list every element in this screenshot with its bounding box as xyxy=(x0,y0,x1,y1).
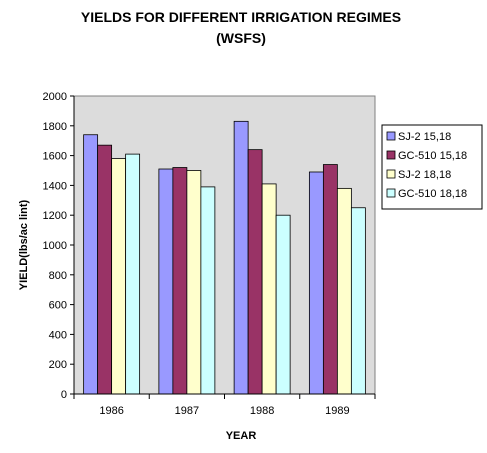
x-tick-label: 1988 xyxy=(250,405,274,417)
legend-swatch xyxy=(386,150,396,160)
bar-1987-2 xyxy=(172,167,188,395)
bar-1989-2 xyxy=(322,164,338,395)
y-tick-label: 1400 xyxy=(43,180,67,192)
legend-label: GC-510 15,18 xyxy=(398,150,467,162)
y-tick-label: 1000 xyxy=(43,240,67,252)
bar-1987-1 xyxy=(158,168,174,395)
y-tick-label: 400 xyxy=(49,329,67,341)
bar-1988-4 xyxy=(275,214,291,395)
chart-title: YIELDS FOR DIFFERENT IRRIGATION REGIMES xyxy=(81,9,401,25)
y-tick-label: 1600 xyxy=(43,151,67,163)
legend-swatch xyxy=(386,131,396,141)
legend-label: SJ-2 18,18 xyxy=(398,169,451,181)
legend-box xyxy=(381,124,483,210)
legend: SJ-2 15,18 GC-510 15,18 SJ-2 18,18 GC-510 1… xyxy=(381,124,483,210)
y-tick-label: 2000 xyxy=(43,91,67,103)
bar-1986-2 xyxy=(97,144,113,395)
bar-1989-1 xyxy=(308,171,324,395)
chart-subtitle: (WSFS) xyxy=(216,30,266,46)
bar-1987-4 xyxy=(200,186,216,395)
bar-1987-3 xyxy=(186,170,202,395)
bar-1988-3 xyxy=(261,183,277,395)
y-axis-ticks: 0 200 400 600 800 1000 1200 1400 1600 1800 2000 xyxy=(43,91,74,401)
y-tick-label: 800 xyxy=(49,270,67,282)
legend-swatch xyxy=(386,169,396,179)
bar-1989-4 xyxy=(350,207,366,395)
y-tick-label: 1800 xyxy=(43,121,67,133)
bar-1988-2 xyxy=(247,149,263,395)
bar-1986-1 xyxy=(83,134,99,395)
y-axis-title: YIELD(lbs/ac lint) xyxy=(18,199,30,290)
y-tick-label: 0 xyxy=(61,389,67,401)
x-axis-ticks: 1986 1987 1988 1989 xyxy=(73,394,376,417)
x-tick-label: 1989 xyxy=(325,405,349,417)
bar-1988-1 xyxy=(233,120,249,395)
bar-1986-3 xyxy=(111,158,127,395)
bar-1986-4 xyxy=(125,153,141,395)
legend-label: SJ-2 15,18 xyxy=(398,131,451,143)
bar-1989-3 xyxy=(336,187,352,395)
legend-swatch xyxy=(386,188,396,198)
legend-label: GC-510 18,18 xyxy=(398,188,467,200)
x-tick-label: 1987 xyxy=(175,405,199,417)
y-tick-label: 1200 xyxy=(43,210,67,222)
y-tick-label: 600 xyxy=(49,300,67,312)
y-tick-label: 200 xyxy=(49,359,67,371)
x-tick-label: 1986 xyxy=(99,405,123,417)
bars xyxy=(83,120,366,395)
x-axis-title: YEAR xyxy=(226,430,257,442)
